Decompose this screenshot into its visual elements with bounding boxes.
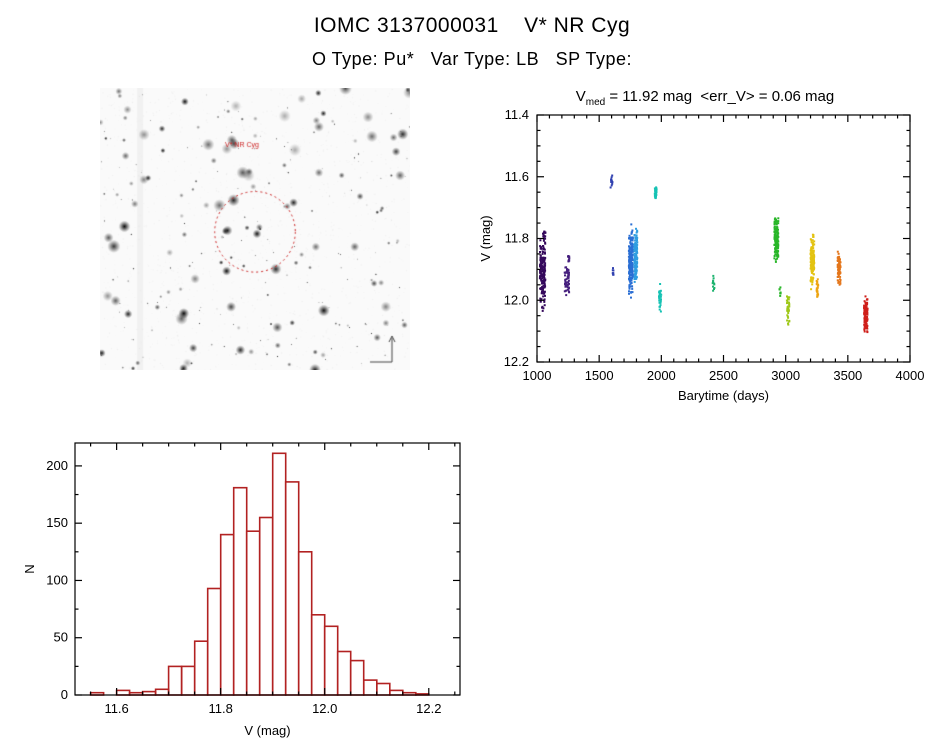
histogram-bar [193, 640, 209, 696]
histogram-bars [89, 452, 430, 696]
histogram-bar [115, 689, 131, 696]
y-tick-label: 200 [46, 458, 68, 473]
x-tick-label: 11.6 [104, 701, 128, 716]
x-tick-label: 4000 [896, 368, 925, 383]
y-tick-label: 150 [46, 515, 68, 530]
y-tick-label: 0 [61, 687, 68, 702]
y-tick-label: 12.0 [504, 292, 529, 307]
y-axis-label: N [22, 564, 37, 573]
y-tick-label: 11.8 [505, 231, 529, 246]
histogram-bar [180, 665, 196, 696]
histogram-bar [271, 452, 287, 696]
histogram-bar [284, 481, 300, 696]
plot-frame [74, 442, 461, 696]
x-tick-label: 3000 [771, 368, 800, 383]
page-subtitle: O Type: Pu* Var Type: LB SP Type: [311, 49, 632, 69]
x-tick-label: 1000 [523, 368, 552, 383]
histogram-bar [154, 688, 170, 696]
x-tick-label: 2500 [709, 368, 738, 383]
histogram-bar [206, 587, 222, 696]
x-axis-label: V (mag) [244, 723, 290, 738]
plot-frame [536, 114, 911, 363]
y-tick-label: 100 [46, 572, 68, 587]
histogram-bar [336, 650, 352, 696]
y-tick-label: 11.4 [505, 107, 529, 122]
histogram-bar [245, 530, 261, 696]
histogram-bar [375, 682, 391, 696]
light-curve-title: Vmed = 11.92 mag <err_V> = 0.06 mag [470, 88, 940, 108]
y-tick-label: 12.2 [504, 354, 529, 369]
histogram-bar [232, 486, 248, 696]
x-tick-label: 12.0 [312, 701, 337, 716]
histogram-bar [323, 625, 339, 696]
histogram-bar [167, 665, 183, 696]
x-tick-label: 2000 [647, 368, 676, 383]
histogram-bar [297, 551, 313, 696]
x-tick-label: 3500 [833, 368, 862, 383]
light-curve-points [538, 174, 869, 334]
histogram-bar [310, 614, 326, 696]
histogram-bar [219, 533, 235, 696]
lc-title-rest: = 11.92 mag <err_V> = 0.06 mag [605, 88, 835, 105]
y-tick-label: 50 [54, 630, 68, 645]
light-curve-plot: 1000 1500 2000 2500 3000 3500 4000 11.4 11.6 11.8… [478, 107, 925, 403]
lc-title-var: V [575, 88, 586, 105]
finding-chart-image [100, 88, 410, 370]
x-tick-label: 1500 [585, 368, 614, 383]
histogram-bar [258, 516, 274, 696]
x-axis-label: Barytime (days) [678, 388, 769, 403]
y-tick-label: 11.6 [505, 169, 529, 184]
x-tick-label: 11.8 [209, 701, 233, 716]
x-tick-label: 12.2 [416, 701, 441, 716]
page-title: IOMC 3137000031 V* NR Cyg [313, 14, 631, 37]
histogram-bar [362, 679, 378, 696]
histogram-bar [388, 689, 404, 696]
lc-title-sub: med [585, 97, 606, 108]
histogram-plot: 11.6 11.8 12.0 12.2 0 50 100 150 200 V (mag) N [22, 442, 461, 738]
y-axis-label: V (mag) [478, 215, 493, 261]
histogram-bar [349, 659, 365, 696]
